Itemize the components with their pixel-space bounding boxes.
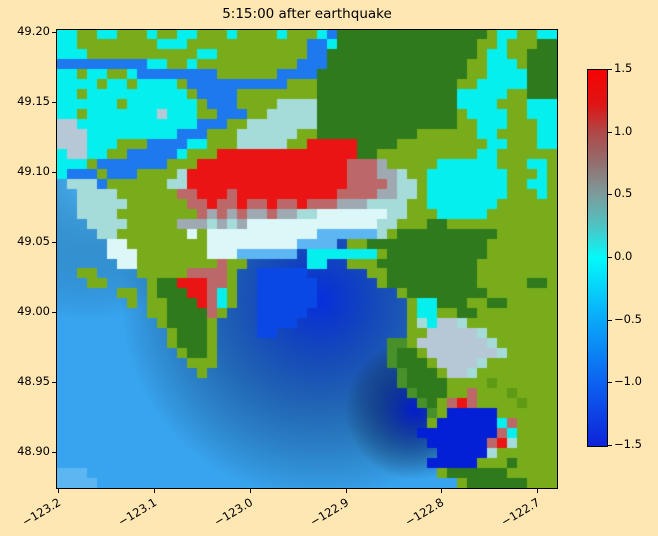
colorbar-tick-mark bbox=[608, 445, 612, 446]
y-tick-label: 48.90 bbox=[17, 444, 50, 458]
map-plot bbox=[56, 29, 558, 489]
colorbar-tick-label: −1.5 bbox=[614, 437, 642, 451]
x-tick-label: −122.7 bbox=[498, 495, 543, 529]
y-tick-mark bbox=[52, 32, 57, 33]
y-tick-label: 49.00 bbox=[17, 304, 50, 318]
y-tick-label: 49.20 bbox=[17, 24, 50, 38]
x-tick-label: −122.9 bbox=[307, 495, 352, 529]
colorbar-tick-mark bbox=[608, 132, 612, 133]
colorbar-tick-label: 0.0 bbox=[614, 249, 633, 263]
x-tick-label: −123.2 bbox=[19, 495, 64, 529]
colorbar-gradient bbox=[588, 70, 607, 446]
colorbar-tick-mark bbox=[608, 69, 612, 70]
x-tick-mark bbox=[441, 488, 442, 493]
y-tick-label: 49.10 bbox=[17, 164, 50, 178]
colorbar-tick-label: 1.5 bbox=[614, 61, 633, 75]
heatmap-canvas bbox=[57, 30, 557, 488]
y-tick-mark bbox=[52, 452, 57, 453]
colorbar-tick-mark bbox=[608, 320, 612, 321]
y-tick-mark bbox=[52, 312, 57, 313]
x-tick-mark bbox=[154, 488, 155, 493]
y-tick-label: 49.05 bbox=[17, 234, 50, 248]
y-tick-label: 49.15 bbox=[17, 94, 50, 108]
y-tick-mark bbox=[52, 382, 57, 383]
colorbar-tick-mark bbox=[608, 382, 612, 383]
plot-title: 5:15:00 after earthquake bbox=[222, 6, 392, 22]
colorbar-tick-label: 0.5 bbox=[614, 186, 633, 200]
x-tick-label: −123.0 bbox=[211, 495, 256, 529]
y-tick-mark bbox=[52, 102, 57, 103]
colorbar bbox=[587, 69, 608, 447]
colorbar-tick-mark bbox=[608, 257, 612, 258]
x-tick-label: −122.8 bbox=[402, 495, 447, 529]
colorbar-tick-label: −1.0 bbox=[614, 374, 642, 388]
x-tick-mark bbox=[58, 488, 59, 493]
colorbar-tick-label: 1.0 bbox=[614, 124, 633, 138]
x-tick-mark bbox=[346, 488, 347, 493]
y-tick-mark bbox=[52, 242, 57, 243]
y-tick-mark bbox=[52, 172, 57, 173]
x-tick-mark bbox=[250, 488, 251, 493]
x-tick-mark bbox=[537, 488, 538, 493]
y-tick-label: 48.95 bbox=[17, 374, 50, 388]
colorbar-tick-mark bbox=[608, 194, 612, 195]
x-tick-label: −123.1 bbox=[115, 495, 160, 529]
colorbar-tick-label: −0.5 bbox=[614, 312, 642, 326]
